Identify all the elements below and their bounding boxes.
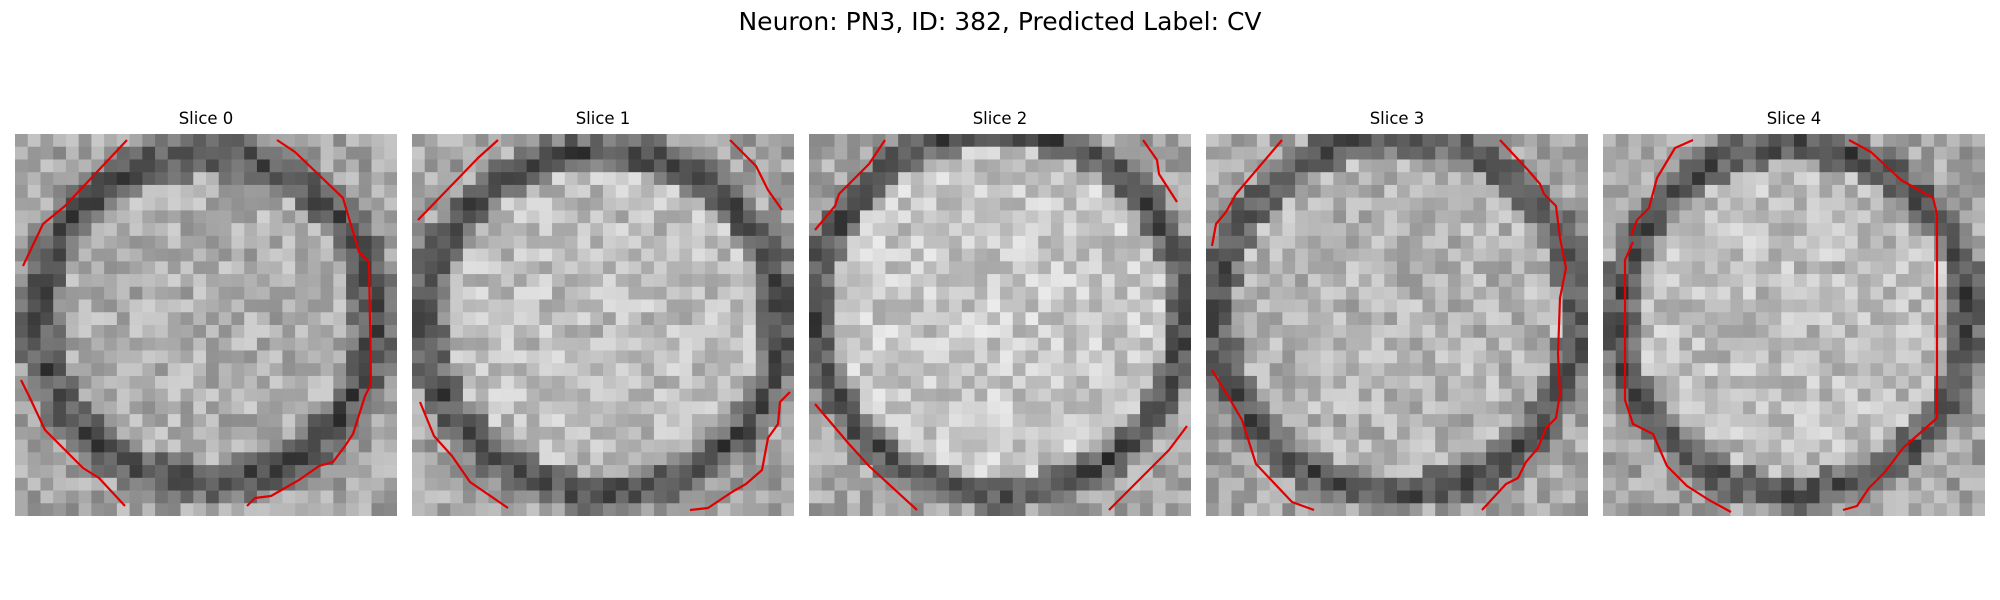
contour-line [1629, 138, 1694, 237]
contour-line [246, 139, 373, 507]
slice-title-3: Slice 3 [1369, 109, 1425, 128]
figure-title: Neuron: PN3, ID: 382, Predicted Label: C… [738, 7, 1262, 36]
slice-title-4: Slice 4 [1766, 109, 1822, 128]
contour-line [417, 139, 499, 221]
slice-panel-0: Slice 0 [15, 108, 397, 516]
contour-line [814, 139, 886, 231]
contour-line [20, 379, 126, 507]
contour-line [1623, 241, 1732, 513]
contour-line [1211, 369, 1315, 512]
slice-panel-4: Slice 4 [1603, 108, 1985, 516]
contour-line [1108, 425, 1188, 511]
slice-image-1 [412, 134, 794, 516]
contour-line [729, 139, 783, 211]
slice-title-2: Slice 2 [972, 109, 1028, 128]
contour-line [1210, 139, 1283, 247]
slice-image-2 [809, 134, 1191, 516]
contour-line [814, 403, 918, 511]
slice-panel-1: Slice 1 [412, 108, 794, 516]
slice-panel-3: Slice 3 [1206, 108, 1588, 516]
contour-line [1842, 139, 1939, 512]
slice-title-0: Slice 0 [178, 109, 234, 128]
slice-image-0 [15, 134, 397, 516]
slice-image-4 [1603, 134, 1985, 516]
contour-line [22, 139, 128, 267]
slice-title-1: Slice 1 [575, 109, 631, 128]
slice-panel-2: Slice 2 [809, 108, 1191, 516]
contour-line [689, 391, 791, 512]
contour-line [418, 401, 509, 509]
contour-line [1142, 139, 1178, 203]
contour-line [1481, 139, 1568, 511]
slice-image-3 [1206, 134, 1588, 516]
